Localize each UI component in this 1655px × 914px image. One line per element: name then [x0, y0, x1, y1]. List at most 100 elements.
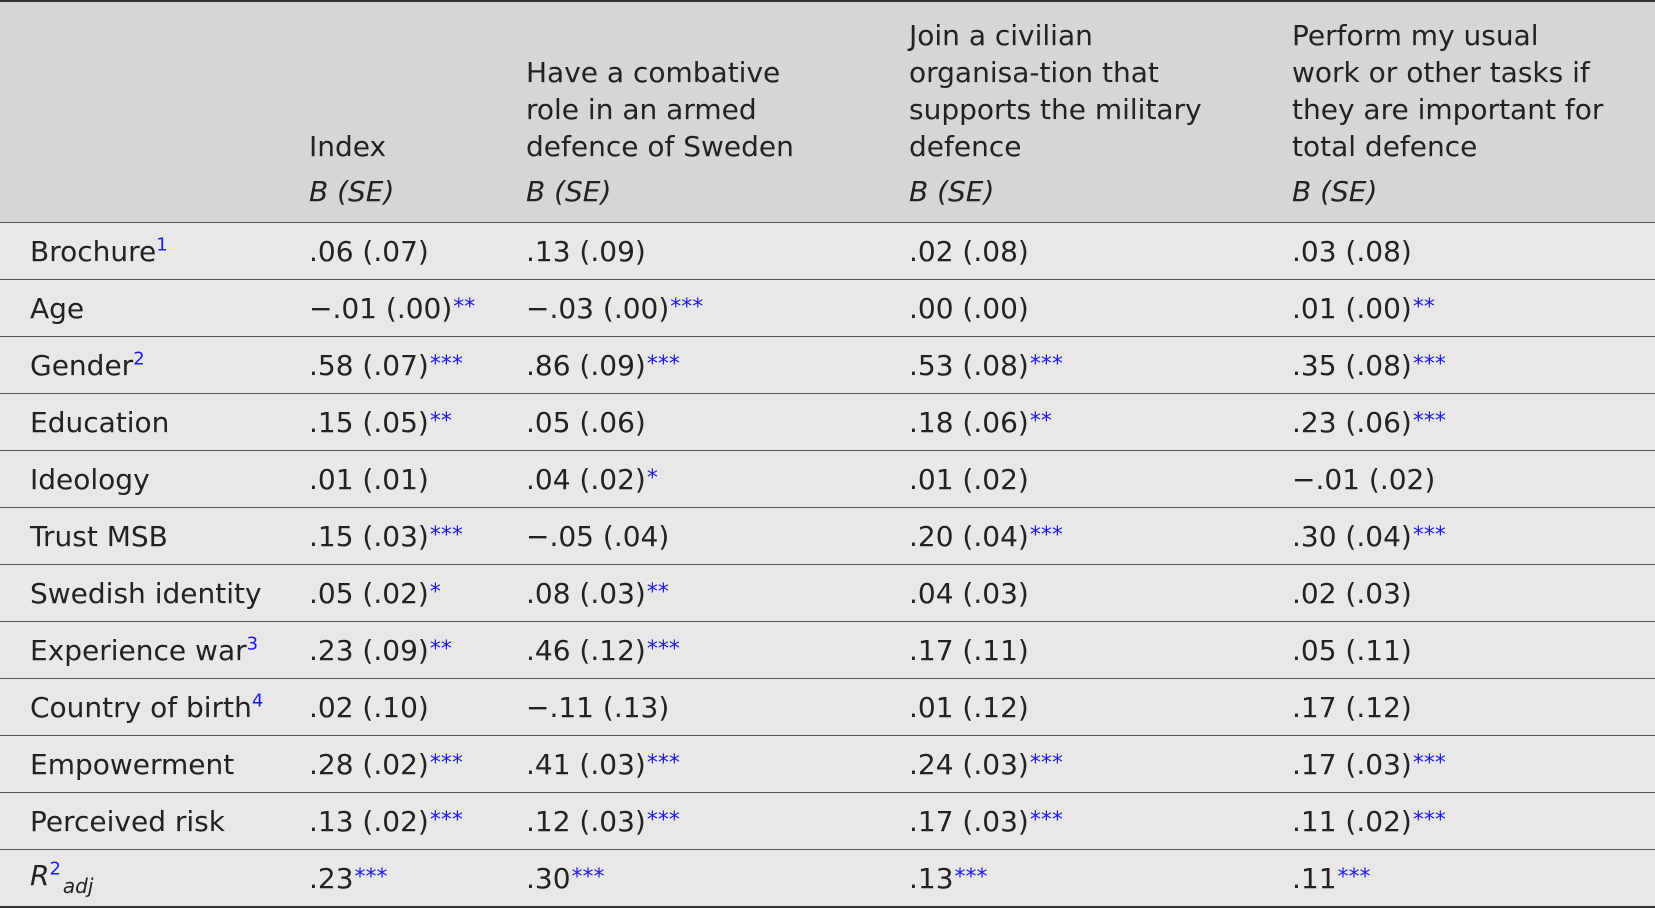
table-cell: .00 (.00) [909, 279, 1292, 337]
table-cell: .13 (.09) [526, 222, 909, 280]
coefficient-value: .01 (.01) [309, 462, 429, 496]
significance-stars: *** [646, 636, 680, 662]
table-row: Perceived risk .13 (.02)*** .12 (.03)*** .1… [0, 792, 1655, 850]
significance-stars: *** [1029, 807, 1063, 833]
coefficient-value: .15 (.03) [309, 519, 429, 553]
significance-stars: ** [1029, 408, 1052, 434]
significance-stars: *** [1412, 351, 1446, 377]
table-cell: .02 (.03) [1292, 564, 1655, 622]
coefficient-value: .04 (.02) [526, 462, 646, 496]
table-row: Experience war3.23 (.09)** .46 (.12)*** .1… [0, 621, 1655, 679]
table-cell: .05 (.06) [526, 393, 909, 451]
table-cell: .12 (.03)*** [526, 792, 909, 850]
coefficient-value: .02 (.03) [1292, 576, 1412, 610]
significance-stars: * [429, 579, 441, 605]
coefficient-value: .58 (.07) [309, 348, 429, 382]
significance-stars: *** [1029, 351, 1063, 377]
coefficient-value: .12 (.03) [526, 804, 646, 838]
coefficient-value: .23 (.06) [1292, 405, 1412, 439]
footnote-marker[interactable]: 3 [246, 633, 259, 655]
coefficient-value: .17 (.03) [909, 804, 1029, 838]
table-cell: −.05 (.04) [526, 507, 909, 565]
table-cell: −.01 (.00)** [309, 279, 526, 337]
header-cell-combative-role: Have a combative role in an armed defenc… [526, 0, 909, 223]
coefficient-value: .15 (.05) [309, 405, 429, 439]
table-cell: .24 (.03)*** [909, 735, 1292, 793]
table-row: Age −.01 (.00)** −.03 (.00)*** .00 (.00) .01… [0, 279, 1655, 337]
header-cell-usual-work: Perform my usual work or other tasks if … [1292, 0, 1655, 223]
significance-stars: *** [429, 351, 463, 377]
table-cell: .13*** [909, 849, 1292, 908]
coefficient-value: .24 (.03) [909, 747, 1029, 781]
table-row: Swedish identity .05 (.02)* .08 (.03)** .04… [0, 564, 1655, 622]
row-label: Education [0, 393, 309, 451]
table-cell: −.01 (.02) [1292, 450, 1655, 508]
significance-stars: *** [1029, 750, 1063, 776]
significance-stars: *** [1412, 807, 1446, 833]
coefficient-value: −.03 (.00) [526, 291, 670, 325]
header-title: Index [309, 130, 387, 163]
header-title: Join a civilian organisa-tion that suppo… [909, 19, 1202, 163]
coefficient-value: .01 (.00) [1292, 291, 1412, 325]
row-label: Country of birth4 [0, 678, 309, 736]
coefficient-value: .23 (.09) [309, 633, 429, 667]
table-row: Gender2.58 (.07)*** .86 (.09)*** .53 (.08)… [0, 336, 1655, 394]
table-body: Brochure1.06 (.07) .13 (.09) .02 (.08) .03 … [0, 222, 1655, 908]
significance-stars: *** [571, 864, 605, 890]
table-cell: .23 (.06)*** [1292, 393, 1655, 451]
significance-stars: ** [429, 408, 452, 434]
table-cell: .35 (.08)*** [1292, 336, 1655, 394]
table-cell: .18 (.06)** [909, 393, 1292, 451]
significance-stars: *** [1029, 522, 1063, 548]
row-label: R2adj [0, 849, 309, 908]
significance-stars: *** [646, 807, 680, 833]
header-cell-index: Index B (SE) [309, 0, 526, 223]
coefficient-value: .02 (.08) [909, 234, 1029, 268]
coefficient-value: .02 (.10) [309, 690, 429, 724]
coefficient-value: .00 (.00) [909, 291, 1029, 325]
coefficient-value: .46 (.12) [526, 633, 646, 667]
table-cell: .11*** [1292, 849, 1655, 908]
significance-stars: *** [954, 864, 988, 890]
table-cell: .17 (.03)*** [1292, 735, 1655, 793]
row-label: Perceived risk [0, 792, 309, 850]
row-label: Empowerment [0, 735, 309, 793]
table-cell: .04 (.02)* [526, 450, 909, 508]
coefficient-value: .35 (.08) [1292, 348, 1412, 382]
footnote-marker[interactable]: 1 [156, 234, 168, 256]
significance-stars: *** [1412, 522, 1446, 548]
header-cell-civilian-organisation: Join a civilian organisa-tion that suppo… [909, 0, 1292, 223]
coefficient-value: .17 (.03) [1292, 747, 1412, 781]
coefficient-value: −.05 (.04) [526, 519, 670, 553]
table-cell: −.03 (.00)*** [526, 279, 909, 337]
row-label: Age [0, 279, 309, 337]
significance-stars: ** [646, 579, 669, 605]
table-cell: .05 (.11) [1292, 621, 1655, 679]
footnote-marker[interactable]: 4 [251, 690, 264, 712]
table-cell: −.11 (.13) [526, 678, 909, 736]
coefficient-value: .01 (.02) [909, 462, 1029, 496]
table-cell: .17 (.11) [909, 621, 1292, 679]
table-cell: .46 (.12)*** [526, 621, 909, 679]
coefficient-value: .11 (.02) [1292, 804, 1412, 838]
row-label: Trust MSB [0, 507, 309, 565]
significance-stars: *** [429, 807, 463, 833]
coefficient-value: .30 (.04) [1292, 519, 1412, 553]
table-cell: .13 (.02)*** [309, 792, 526, 850]
coefficient-value: .20 (.04) [909, 519, 1029, 553]
coefficient-value: .01 (.12) [909, 690, 1029, 724]
table-row: Ideology .01 (.01) .04 (.02)* .01 (.02) −.01… [0, 450, 1655, 508]
significance-stars: ** [429, 636, 452, 662]
coefficient-value: .28 (.02) [309, 747, 429, 781]
coefficient-value: .05 (.06) [526, 405, 646, 439]
table-cell: .17 (.12) [1292, 678, 1655, 736]
significance-stars: *** [646, 351, 680, 377]
coefficient-value: −.01 (.00) [309, 291, 453, 325]
table-row: Country of birth4.02 (.10) −.11 (.13) .01 … [0, 678, 1655, 736]
coefficient-value: .86 (.09) [526, 348, 646, 382]
footnote-marker[interactable]: 2 [133, 348, 145, 370]
coefficient-value: −.11 (.13) [526, 690, 670, 724]
row-label: Brochure1 [0, 222, 309, 280]
